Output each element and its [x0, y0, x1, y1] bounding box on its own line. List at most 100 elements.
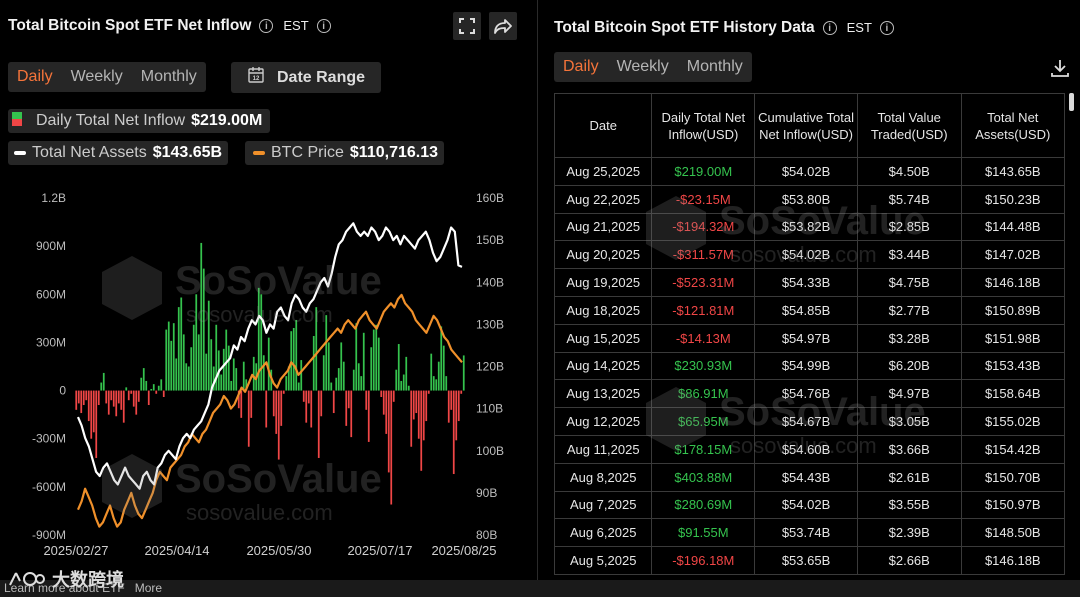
inflow-bar: [225, 329, 228, 391]
white-line-legend-icon: [14, 151, 26, 155]
timezone-label: EST: [283, 18, 309, 34]
table-row[interactable]: Aug 11,2025 $178.15M $54.60B $3.66B $154.42B: [553, 434, 1066, 464]
legend-btc[interactable]: BTC Price $110,716.13: [245, 141, 444, 165]
cell-date: Aug 25,2025: [553, 157, 653, 186]
inflow-bar: [412, 390, 415, 420]
footer-link[interactable]: Learn more about ETF More: [4, 581, 163, 595]
col-date[interactable]: Date: [553, 93, 653, 158]
inflow-bar: [242, 361, 245, 391]
cell-cumulative-inflow: $54.99B: [754, 351, 858, 381]
table-row[interactable]: Aug 21,2025 -$194.32M $53.82B $2.85B $144.48…: [553, 212, 1066, 242]
tab-daily[interactable]: Daily: [17, 68, 53, 85]
cell-cumulative-inflow: $54.02B: [754, 240, 858, 270]
inflow-bar: [330, 382, 333, 391]
cell-value-traded: $2.61B: [856, 462, 962, 492]
table-row[interactable]: Aug 18,2025 -$121.81M $54.85B $2.77B $150.89…: [553, 295, 1066, 325]
cell-cumulative-inflow: $54.97B: [754, 323, 858, 353]
corner-logo-text: 大数跨境: [52, 570, 124, 590]
col-value-traded[interactable]: Total Value Traded(USD): [856, 93, 962, 158]
inflow-bar: [147, 390, 150, 406]
table-row[interactable]: Aug 14,2025 $230.93M $54.99B $6.20B $153.43B: [553, 351, 1066, 381]
table-row[interactable]: Aug 12,2025 $65.95M $54.67B $3.05B $155.02B: [553, 407, 1066, 436]
table-row[interactable]: Aug 8,2025 $403.88M $54.43B $2.61B $150.70B: [553, 462, 1066, 492]
footer-bar: Learn more about ETF More: [0, 580, 1080, 597]
inflow-bar: [102, 372, 105, 391]
inflow-bar: [187, 366, 190, 391]
inflow-bar: [307, 390, 310, 404]
inflow-bar: [162, 390, 165, 397]
inflow-bar: [170, 340, 173, 391]
cell-net-assets: $143.65B: [960, 157, 1066, 186]
download-icon[interactable]: [1048, 56, 1072, 85]
inflow-bar: [382, 390, 385, 415]
history-period-tabs: Daily Weekly Monthly: [554, 52, 752, 82]
inflow-bar: [222, 348, 225, 391]
inflow-bar: [322, 355, 325, 391]
legend-inflow[interactable]: Daily Total Net Inflow $219.00M: [8, 109, 271, 133]
cell-value-traded: $3.05B: [856, 407, 962, 436]
info-icon[interactable]: i: [259, 18, 274, 33]
table-row[interactable]: Aug 25,2025 $219.00M $54.02B $4.50B $143.65B: [553, 157, 1066, 186]
cell-date: Aug 8,2025: [553, 462, 653, 492]
table-row[interactable]: Aug 7,2025 $280.69M $54.02B $3.55B $150.97B: [553, 490, 1066, 520]
inflow-bar: [262, 355, 265, 391]
cell-value-traded: $6.20B: [856, 351, 962, 381]
col-cumulative-inflow[interactable]: Cumulative Total Net Inflow(USD): [754, 93, 858, 158]
cell-net-assets: $150.23B: [960, 184, 1066, 214]
table-row[interactable]: Aug 5,2025 -$196.18M $53.65B $2.66B $146.18B: [553, 546, 1066, 575]
inflow-bar: [140, 377, 143, 391]
cell-cumulative-inflow: $53.74B: [754, 518, 858, 548]
y-right-tick-label: 120B: [476, 360, 504, 374]
col-net-assets[interactable]: Total Net Assets(USD): [960, 93, 1066, 158]
cell-cumulative-inflow: $54.02B: [754, 490, 858, 520]
inflow-bar: [182, 334, 185, 391]
tab-monthly[interactable]: Monthly: [140, 68, 197, 85]
orange-line-legend-icon: [253, 151, 265, 155]
inflow-bar: [257, 287, 260, 391]
inflow-bar: [300, 360, 303, 391]
table-row[interactable]: Aug 20,2025 -$311.57M $54.02B $3.44B $147.02…: [553, 240, 1066, 270]
inflow-bar: [165, 329, 168, 391]
inflow-bar: [210, 339, 213, 391]
date-range-button[interactable]: 12 Date Range: [231, 62, 381, 93]
tab-daily[interactable]: Daily: [563, 58, 599, 75]
table-row[interactable]: Aug 22,2025 -$23.15M $53.80B $5.74B $150.23B: [553, 184, 1066, 214]
cell-cumulative-inflow: $53.80B: [754, 184, 858, 214]
col-daily-inflow[interactable]: Daily Total Net Inflow(USD): [651, 93, 756, 158]
table-row[interactable]: Aug 19,2025 -$523.31M $54.33B $4.75B $146.18…: [553, 268, 1066, 297]
cell-daily-inflow: $403.88M: [651, 462, 756, 492]
inflow-bar: [197, 334, 200, 391]
share-icon[interactable]: [489, 12, 517, 40]
table-scrollbar[interactable]: [1069, 93, 1074, 111]
tab-weekly[interactable]: Weekly: [616, 58, 669, 75]
net-inflow-chart[interactable]: 1.2B 900M 600M 300M 0 -300M -600M -900M 160B 150B…: [0, 180, 532, 560]
cell-value-traded: $3.28B: [856, 323, 962, 353]
inflow-bar: [425, 390, 428, 422]
inflow-bar: [185, 363, 188, 391]
cell-value-traded: $2.39B: [856, 518, 962, 548]
inflow-bar: [375, 324, 378, 391]
inflow-bar: [350, 390, 353, 438]
tab-monthly[interactable]: Monthly: [686, 58, 743, 75]
table-row[interactable]: Aug 13,2025 $86.91M $54.76B $4.97B $158.64B: [553, 379, 1066, 409]
history-panel: Total Bitcoin Spot ETF History Data i EST i…: [542, 0, 1080, 597]
cell-net-assets: $158.64B: [960, 379, 1066, 409]
info-icon[interactable]: i: [822, 20, 837, 35]
cell-daily-inflow: $91.55M: [651, 518, 756, 548]
tab-weekly[interactable]: Weekly: [70, 68, 123, 85]
x-tick-label: 2025/05/30: [246, 543, 311, 558]
inflow-bar: [460, 390, 463, 394]
timezone-label: EST: [846, 20, 872, 36]
cell-date: Aug 6,2025: [553, 518, 653, 548]
fullscreen-icon[interactable]: [453, 12, 481, 40]
inflow-bar: [302, 390, 305, 402]
legend-assets[interactable]: Total Net Assets $143.65B: [8, 141, 229, 165]
inflow-bar: [235, 368, 238, 391]
inflow-bar: [427, 390, 430, 394]
table-row[interactable]: Aug 6,2025 $91.55M $53.74B $2.39B $148.50B: [553, 518, 1066, 548]
info-icon[interactable]: i: [316, 18, 331, 33]
inflow-bar: [352, 369, 355, 391]
panel-divider: [537, 0, 538, 597]
table-row[interactable]: Aug 15,2025 -$14.13M $54.97B $3.28B $151.98B: [553, 323, 1066, 353]
info-icon[interactable]: i: [879, 20, 894, 35]
